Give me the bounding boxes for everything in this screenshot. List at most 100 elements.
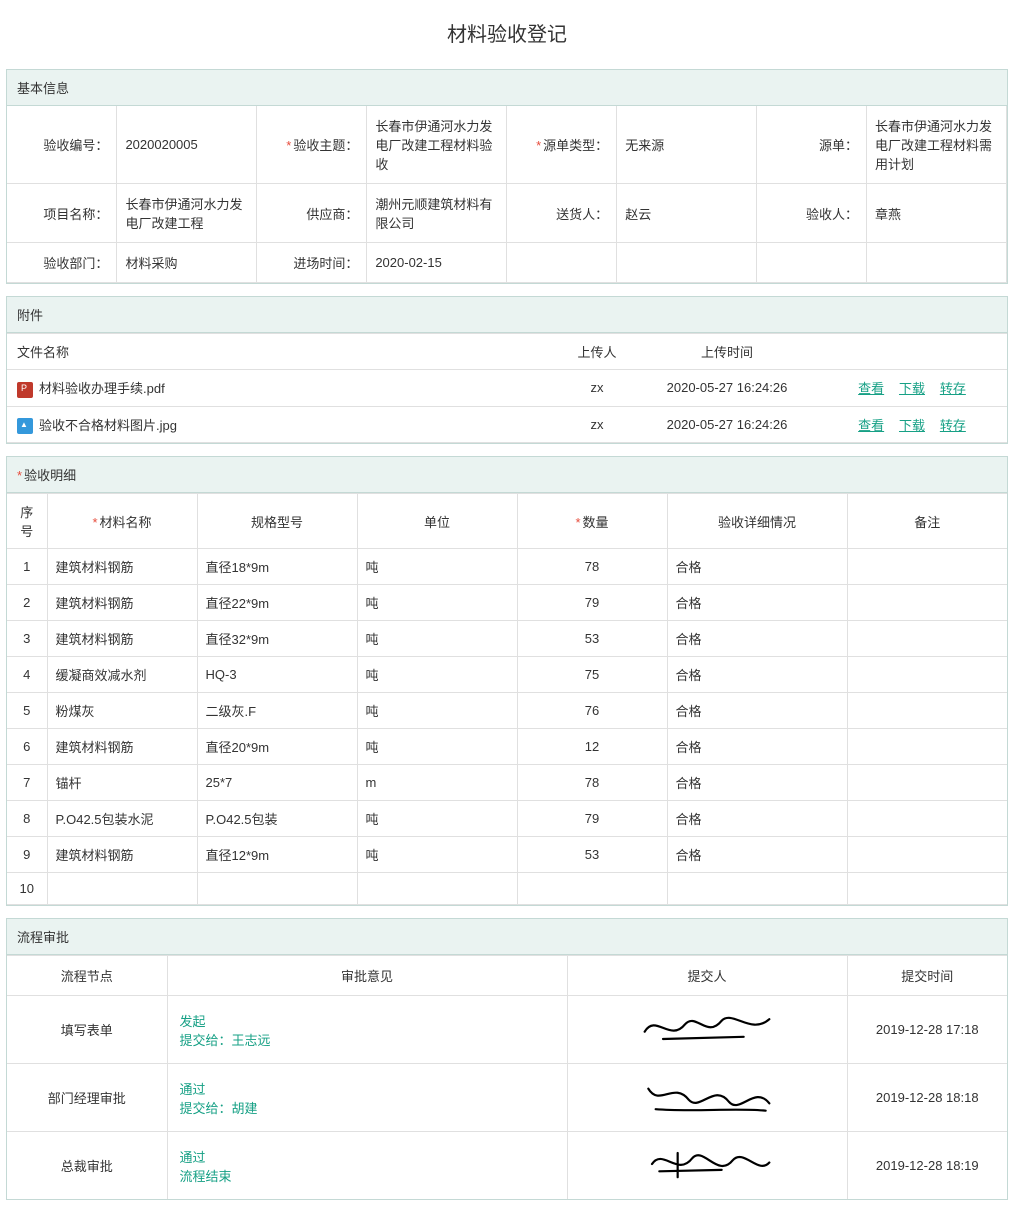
value-project-name: 长春市伊通河水力发电厂改建工程	[117, 184, 257, 243]
value-source-type: 无来源	[617, 106, 757, 184]
approval-row: 填写表单发起提交给：王志远2019-12-28 17:18	[7, 996, 1007, 1064]
cell-material: 锚杆	[47, 765, 197, 801]
cell-status: 合格	[667, 693, 847, 729]
attachment-row: 材料验收办理手续.pdfzx2020-05-27 16:24:26查看 下载 转…	[7, 370, 1007, 407]
value-department: 材料采购	[117, 243, 257, 283]
approval-flow-end: 流程结束	[180, 1166, 555, 1185]
details-header: *验收明细	[7, 457, 1007, 493]
col-qty: *数量	[517, 494, 667, 549]
label-receiver: 验收人：	[757, 184, 867, 243]
cell-remark	[847, 585, 1007, 621]
col-remark: 备注	[847, 494, 1007, 549]
attachment-filename: 材料验收办理手续.pdf	[7, 370, 557, 407]
col-status: 验收详细情况	[667, 494, 847, 549]
approval-action: 通过	[180, 1079, 555, 1098]
file-icon	[17, 382, 33, 398]
cell-remark	[847, 729, 1007, 765]
approval-action: 通过	[180, 1147, 555, 1166]
cell-qty: 53	[517, 621, 667, 657]
cell-seq: 2	[7, 585, 47, 621]
value-deliverer: 赵云	[617, 184, 757, 243]
cell-material	[47, 873, 197, 905]
value-supplier: 潮州元顺建筑材料有限公司	[367, 184, 507, 243]
cell-remark	[847, 765, 1007, 801]
cell-material: 建筑材料钢筋	[47, 585, 197, 621]
cell-status: 合格	[667, 585, 847, 621]
cell-seq: 1	[7, 549, 47, 585]
detail-row: 5粉煤灰二级灰.F吨76合格	[7, 693, 1007, 729]
cell-status: 合格	[667, 621, 847, 657]
cell-qty	[517, 873, 667, 905]
cell-remark	[847, 657, 1007, 693]
detail-row: 8P.O42.5包装水泥P.O42.5包装吨79合格	[7, 801, 1007, 837]
save-link[interactable]: 转存	[940, 418, 966, 433]
cell-unit: 吨	[357, 837, 517, 873]
cell-material: P.O42.5包装水泥	[47, 801, 197, 837]
cell-seq: 8	[7, 801, 47, 837]
download-link[interactable]: 下载	[899, 418, 925, 433]
approval-time: 2019-12-28 18:19	[847, 1132, 1007, 1200]
approval-action: 发起	[180, 1011, 555, 1030]
basic-info-table: 验收编号： 2020020005 *验收主题： 长春市伊通河水力发电厂改建工程材…	[7, 106, 1007, 283]
att-col-filename: 文件名称	[7, 334, 557, 370]
attachment-time: 2020-05-27 16:24:26	[637, 406, 817, 443]
approval-row: 部门经理审批通过提交给：胡建 2019-12-28 18:18	[7, 1064, 1007, 1132]
attachment-time: 2020-05-27 16:24:26	[637, 370, 817, 407]
cell-unit: 吨	[357, 621, 517, 657]
download-link[interactable]: 下载	[899, 381, 925, 396]
cell-spec: 直径32*9m	[197, 621, 357, 657]
cell-status: 合格	[667, 657, 847, 693]
cell-spec: HQ-3	[197, 657, 357, 693]
cell-status	[667, 873, 847, 905]
cell-qty: 76	[517, 693, 667, 729]
attachment-row: 验收不合格材料图片.jpgzx2020-05-27 16:24:26查看 下载 …	[7, 406, 1007, 443]
approval-submit-to: 提交给：胡建	[180, 1098, 555, 1117]
col-unit: 单位	[357, 494, 517, 549]
att-col-uploader: 上传人	[557, 334, 637, 370]
approval-signature	[567, 1132, 847, 1200]
col-material: *材料名称	[47, 494, 197, 549]
approval-section: 流程审批 流程节点 审批意见 提交人 提交时间 填写表单发起提交给：王志远201…	[6, 918, 1008, 1200]
approval-node: 部门经理审批	[7, 1064, 167, 1132]
cell-status: 合格	[667, 765, 847, 801]
cell-remark	[847, 837, 1007, 873]
cell-seq: 4	[7, 657, 47, 693]
cell-qty: 12	[517, 729, 667, 765]
cell-spec: 25*7	[197, 765, 357, 801]
label-source-type: *源单类型：	[507, 106, 617, 184]
basic-info-header: 基本信息	[7, 70, 1007, 106]
cell-material: 建筑材料钢筋	[47, 729, 197, 765]
cell-unit: 吨	[357, 729, 517, 765]
appr-col-submitter: 提交人	[567, 956, 847, 996]
label-entry-time: 进场时间：	[257, 243, 367, 283]
cell-spec: 直径22*9m	[197, 585, 357, 621]
cell-unit: m	[357, 765, 517, 801]
appr-col-node: 流程节点	[7, 956, 167, 996]
cell-remark	[847, 801, 1007, 837]
approval-time: 2019-12-28 18:18	[847, 1064, 1007, 1132]
save-link[interactable]: 转存	[940, 381, 966, 396]
cell-remark	[847, 549, 1007, 585]
details-table: 序号 *材料名称 规格型号 单位 *数量 验收详细情况 备注 1建筑材料钢筋直径…	[7, 493, 1007, 905]
cell-unit: 吨	[357, 693, 517, 729]
approval-node: 填写表单	[7, 996, 167, 1064]
cell-material: 粉煤灰	[47, 693, 197, 729]
label-accept-no: 验收编号：	[7, 106, 117, 184]
cell-status: 合格	[667, 729, 847, 765]
cell-status: 合格	[667, 549, 847, 585]
cell-unit	[357, 873, 517, 905]
detail-row: 6建筑材料钢筋直径20*9m吨12合格	[7, 729, 1007, 765]
detail-row: 3建筑材料钢筋直径32*9m吨53合格	[7, 621, 1007, 657]
cell-status: 合格	[667, 837, 847, 873]
file-icon	[17, 418, 33, 434]
approval-header: 流程审批	[7, 919, 1007, 955]
detail-row: 2建筑材料钢筋直径22*9m吨79合格	[7, 585, 1007, 621]
cell-seq: 7	[7, 765, 47, 801]
value-receiver: 章燕	[867, 184, 1007, 243]
view-link[interactable]: 查看	[858, 381, 884, 396]
cell-qty: 78	[517, 549, 667, 585]
attachments-table: 文件名称 上传人 上传时间 材料验收办理手续.pdfzx2020-05-27 1…	[7, 333, 1007, 443]
cell-seq: 3	[7, 621, 47, 657]
view-link[interactable]: 查看	[858, 418, 884, 433]
approval-table: 流程节点 审批意见 提交人 提交时间 填写表单发起提交给：王志远2019-12-…	[7, 955, 1007, 1199]
